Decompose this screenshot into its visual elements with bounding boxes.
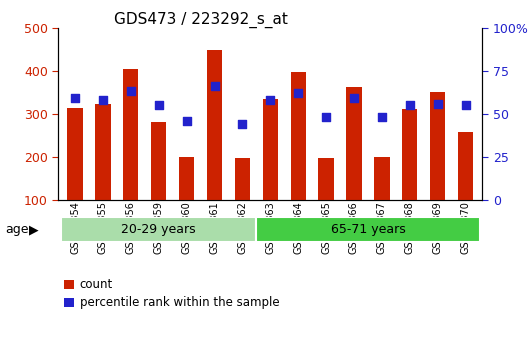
- Point: [350, 96, 358, 101]
- Point: [294, 90, 303, 96]
- Point: [210, 83, 219, 89]
- Point: [238, 121, 246, 127]
- Bar: [95, 104, 111, 200]
- Text: 20-29 years: 20-29 years: [121, 223, 196, 236]
- Legend: count, percentile rank within the sample: count, percentile rank within the sample: [64, 278, 279, 309]
- Bar: [319, 158, 334, 200]
- Bar: [123, 69, 138, 200]
- Point: [99, 97, 107, 103]
- Point: [461, 102, 470, 108]
- Point: [434, 101, 442, 106]
- Bar: [67, 108, 83, 200]
- Bar: [346, 87, 361, 200]
- Point: [266, 97, 275, 103]
- Bar: [458, 132, 473, 200]
- Bar: [235, 158, 250, 200]
- Point: [154, 102, 163, 108]
- Bar: [179, 157, 195, 200]
- Bar: [290, 72, 306, 200]
- Bar: [402, 109, 418, 200]
- Text: age: age: [5, 223, 29, 236]
- Point: [182, 118, 191, 124]
- Bar: [151, 122, 166, 200]
- Point: [127, 89, 135, 94]
- Point: [378, 115, 386, 120]
- Bar: [207, 50, 222, 200]
- Bar: [374, 157, 390, 200]
- Text: GDS473 / 223292_s_at: GDS473 / 223292_s_at: [114, 12, 288, 28]
- Bar: [263, 99, 278, 200]
- Text: ▶: ▶: [29, 223, 39, 236]
- Bar: [430, 92, 445, 200]
- Text: 65-71 years: 65-71 years: [331, 223, 405, 236]
- Bar: [257, 217, 480, 241]
- Point: [322, 115, 330, 120]
- Point: [71, 96, 80, 101]
- Point: [405, 102, 414, 108]
- Bar: [61, 217, 257, 241]
